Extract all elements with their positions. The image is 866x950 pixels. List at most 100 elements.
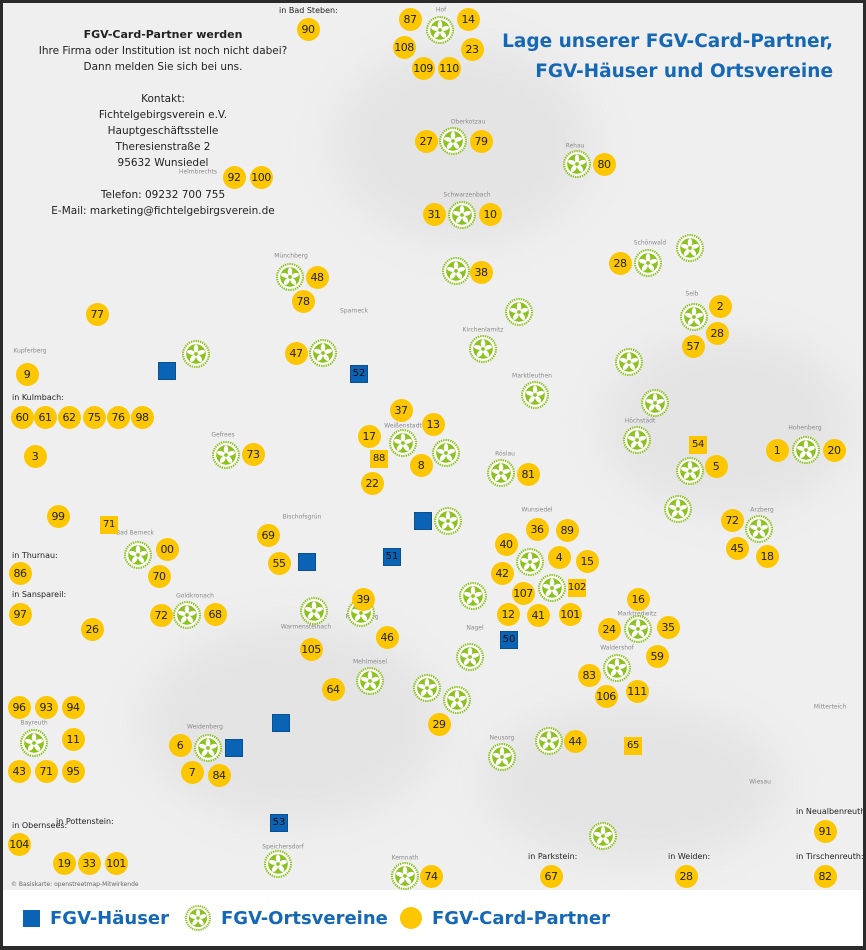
ortsverein-emblem-icon[interactable] <box>389 429 417 457</box>
card-partner-marker[interactable]: 77 <box>85 302 109 326</box>
card-partner-marker[interactable]: 20 <box>822 438 846 462</box>
card-partner-marker[interactable]: 90 <box>296 17 320 41</box>
ortsverein-emblem-icon[interactable] <box>124 541 152 569</box>
card-partner-marker[interactable]: 106 <box>594 684 618 708</box>
ortsverein-emblem-icon[interactable] <box>538 574 566 602</box>
card-partner-marker[interactable]: 40 <box>494 532 518 556</box>
card-partner-marker[interactable]: 111 <box>625 679 649 703</box>
card-partner-marker[interactable]: 28 <box>674 864 698 888</box>
card-partner-marker[interactable]: 7 <box>180 760 204 784</box>
ortsverein-emblem-icon[interactable] <box>634 249 662 277</box>
card-partner-marker[interactable]: 28 <box>608 251 632 275</box>
ortsverein-emblem-icon[interactable] <box>459 582 487 610</box>
card-partner-marker[interactable]: 12 <box>496 602 520 626</box>
fgv-house-marker[interactable] <box>158 362 176 380</box>
ortsverein-emblem-icon[interactable] <box>456 643 484 671</box>
card-partner-marker[interactable]: 94 <box>61 695 85 719</box>
card-partner-marker[interactable]: 108 <box>392 35 416 59</box>
card-partner-marker[interactable]: 93 <box>34 695 58 719</box>
card-partner-square-marker[interactable]: 102 <box>568 579 586 597</box>
card-partner-marker[interactable]: 67 <box>539 864 563 888</box>
ortsverein-emblem-icon[interactable] <box>487 459 515 487</box>
card-partner-marker[interactable]: 87 <box>398 7 422 31</box>
ortsverein-emblem-icon[interactable] <box>516 548 544 576</box>
ortsverein-emblem-icon[interactable] <box>745 515 773 543</box>
ortsverein-emblem-icon[interactable] <box>442 257 470 285</box>
card-partner-marker[interactable]: 71 <box>34 759 58 783</box>
card-partner-marker[interactable]: 82 <box>813 864 837 888</box>
ortsverein-emblem-icon[interactable] <box>432 439 460 467</box>
card-partner-marker[interactable]: 57 <box>681 334 705 358</box>
map[interactable]: FGV-Card-Partner werden Ihre Firma oder … <box>3 3 863 890</box>
card-partner-square-marker[interactable]: 71 <box>100 516 118 534</box>
card-partner-marker[interactable]: 59 <box>645 644 669 668</box>
ortsverein-emblem-icon[interactable] <box>641 389 669 417</box>
card-partner-marker[interactable]: 72 <box>720 508 744 532</box>
card-partner-marker[interactable]: 109 <box>411 56 435 80</box>
ortsverein-emblem-icon[interactable] <box>664 495 692 523</box>
card-partner-marker[interactable]: 101 <box>104 851 128 875</box>
card-partner-marker[interactable]: 99 <box>46 504 70 528</box>
card-partner-marker[interactable]: 48 <box>305 265 329 289</box>
card-partner-marker[interactable]: 95 <box>61 759 85 783</box>
card-partner-marker[interactable]: 29 <box>427 712 451 736</box>
card-partner-marker[interactable]: 55 <box>267 551 291 575</box>
ortsverein-emblem-icon[interactable] <box>356 667 384 695</box>
card-partner-marker[interactable]: 100 <box>249 165 273 189</box>
card-partner-marker[interactable]: 26 <box>80 617 104 641</box>
ortsverein-emblem-icon[interactable] <box>448 201 476 229</box>
ortsverein-emblem-icon[interactable] <box>300 597 328 625</box>
ortsverein-emblem-icon[interactable] <box>676 457 704 485</box>
card-partner-marker[interactable]: 92 <box>222 165 246 189</box>
card-partner-marker[interactable]: 23 <box>460 37 484 61</box>
card-partner-marker[interactable]: 13 <box>421 412 445 436</box>
card-partner-marker[interactable]: 9 <box>15 362 39 386</box>
fgv-house-marker[interactable]: 52 <box>350 365 368 383</box>
ortsverein-emblem-icon[interactable] <box>194 734 222 762</box>
fgv-house-marker[interactable] <box>298 553 316 571</box>
card-partner-square-marker[interactable]: 65 <box>624 737 642 755</box>
card-partner-marker[interactable]: 38 <box>469 260 493 284</box>
ortsverein-emblem-icon[interactable] <box>309 339 337 367</box>
card-partner-marker[interactable]: 69 <box>256 523 280 547</box>
card-partner-marker[interactable]: 8 <box>409 453 433 477</box>
ortsverein-emblem-icon[interactable] <box>20 729 48 757</box>
card-partner-marker[interactable]: 107 <box>511 581 535 605</box>
card-partner-marker[interactable]: 62 <box>57 405 81 429</box>
ortsverein-emblem-icon[interactable] <box>535 727 563 755</box>
ortsverein-emblem-icon[interactable] <box>391 862 419 890</box>
card-partner-marker[interactable]: 104 <box>7 832 31 856</box>
ortsverein-emblem-icon[interactable] <box>212 441 240 469</box>
card-partner-marker[interactable]: 72 <box>149 603 173 627</box>
contact-email[interactable]: E-Mail: marketing@fichtelgebirgsverein.d… <box>51 205 275 217</box>
fgv-house-marker[interactable]: 50 <box>500 631 518 649</box>
card-partner-marker[interactable]: 86 <box>8 561 32 585</box>
card-partner-marker[interactable]: 10 <box>478 202 502 226</box>
card-partner-marker[interactable]: 22 <box>360 471 384 495</box>
card-partner-marker[interactable]: 42 <box>490 561 514 585</box>
card-partner-marker[interactable]: 105 <box>299 637 323 661</box>
card-partner-marker[interactable]: 3 <box>23 444 47 468</box>
ortsverein-emblem-icon[interactable] <box>264 850 292 878</box>
card-partner-marker[interactable]: 4 <box>547 545 571 569</box>
ortsverein-emblem-icon[interactable] <box>792 436 820 464</box>
ortsverein-emblem-icon[interactable] <box>426 16 454 44</box>
ortsverein-emblem-icon[interactable] <box>173 601 201 629</box>
card-partner-marker[interactable]: 61 <box>33 405 57 429</box>
ortsverein-emblem-icon[interactable] <box>439 127 467 155</box>
card-partner-marker[interactable]: 68 <box>203 602 227 626</box>
ortsverein-emblem-icon[interactable] <box>615 348 643 376</box>
card-partner-marker[interactable]: 16 <box>626 587 650 611</box>
ortsverein-emblem-icon[interactable] <box>443 686 471 714</box>
card-partner-marker[interactable]: 46 <box>375 625 399 649</box>
card-partner-marker[interactable]: 33 <box>77 851 101 875</box>
ortsverein-emblem-icon[interactable] <box>603 654 631 682</box>
fgv-house-marker[interactable]: 53 <box>270 814 288 832</box>
ortsverein-emblem-icon[interactable] <box>276 263 304 291</box>
ortsverein-emblem-icon[interactable] <box>434 507 462 535</box>
card-partner-marker[interactable]: 96 <box>7 695 31 719</box>
card-partner-marker[interactable]: 43 <box>7 759 31 783</box>
card-partner-marker[interactable]: 73 <box>241 442 265 466</box>
ortsverein-emblem-icon[interactable] <box>680 303 708 331</box>
card-partner-marker[interactable]: 36 <box>525 517 549 541</box>
